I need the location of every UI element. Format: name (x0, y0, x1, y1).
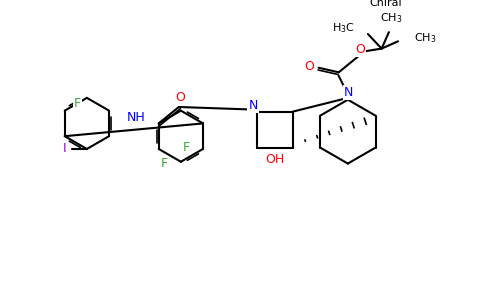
Text: N: N (344, 86, 353, 99)
Text: O: O (176, 92, 185, 104)
Text: OH: OH (265, 152, 285, 166)
Text: O: O (355, 43, 364, 56)
Text: F: F (183, 141, 190, 154)
Text: I: I (62, 142, 66, 154)
Text: F: F (161, 157, 168, 170)
Text: N: N (248, 99, 257, 112)
Text: H$_3$C: H$_3$C (332, 21, 355, 34)
Text: Chiral: Chiral (370, 0, 403, 8)
Text: CH$_3$: CH$_3$ (380, 12, 403, 26)
Text: NH: NH (127, 110, 146, 124)
Text: F: F (74, 97, 81, 110)
Text: CH$_3$: CH$_3$ (414, 31, 437, 44)
Text: O: O (304, 60, 315, 73)
